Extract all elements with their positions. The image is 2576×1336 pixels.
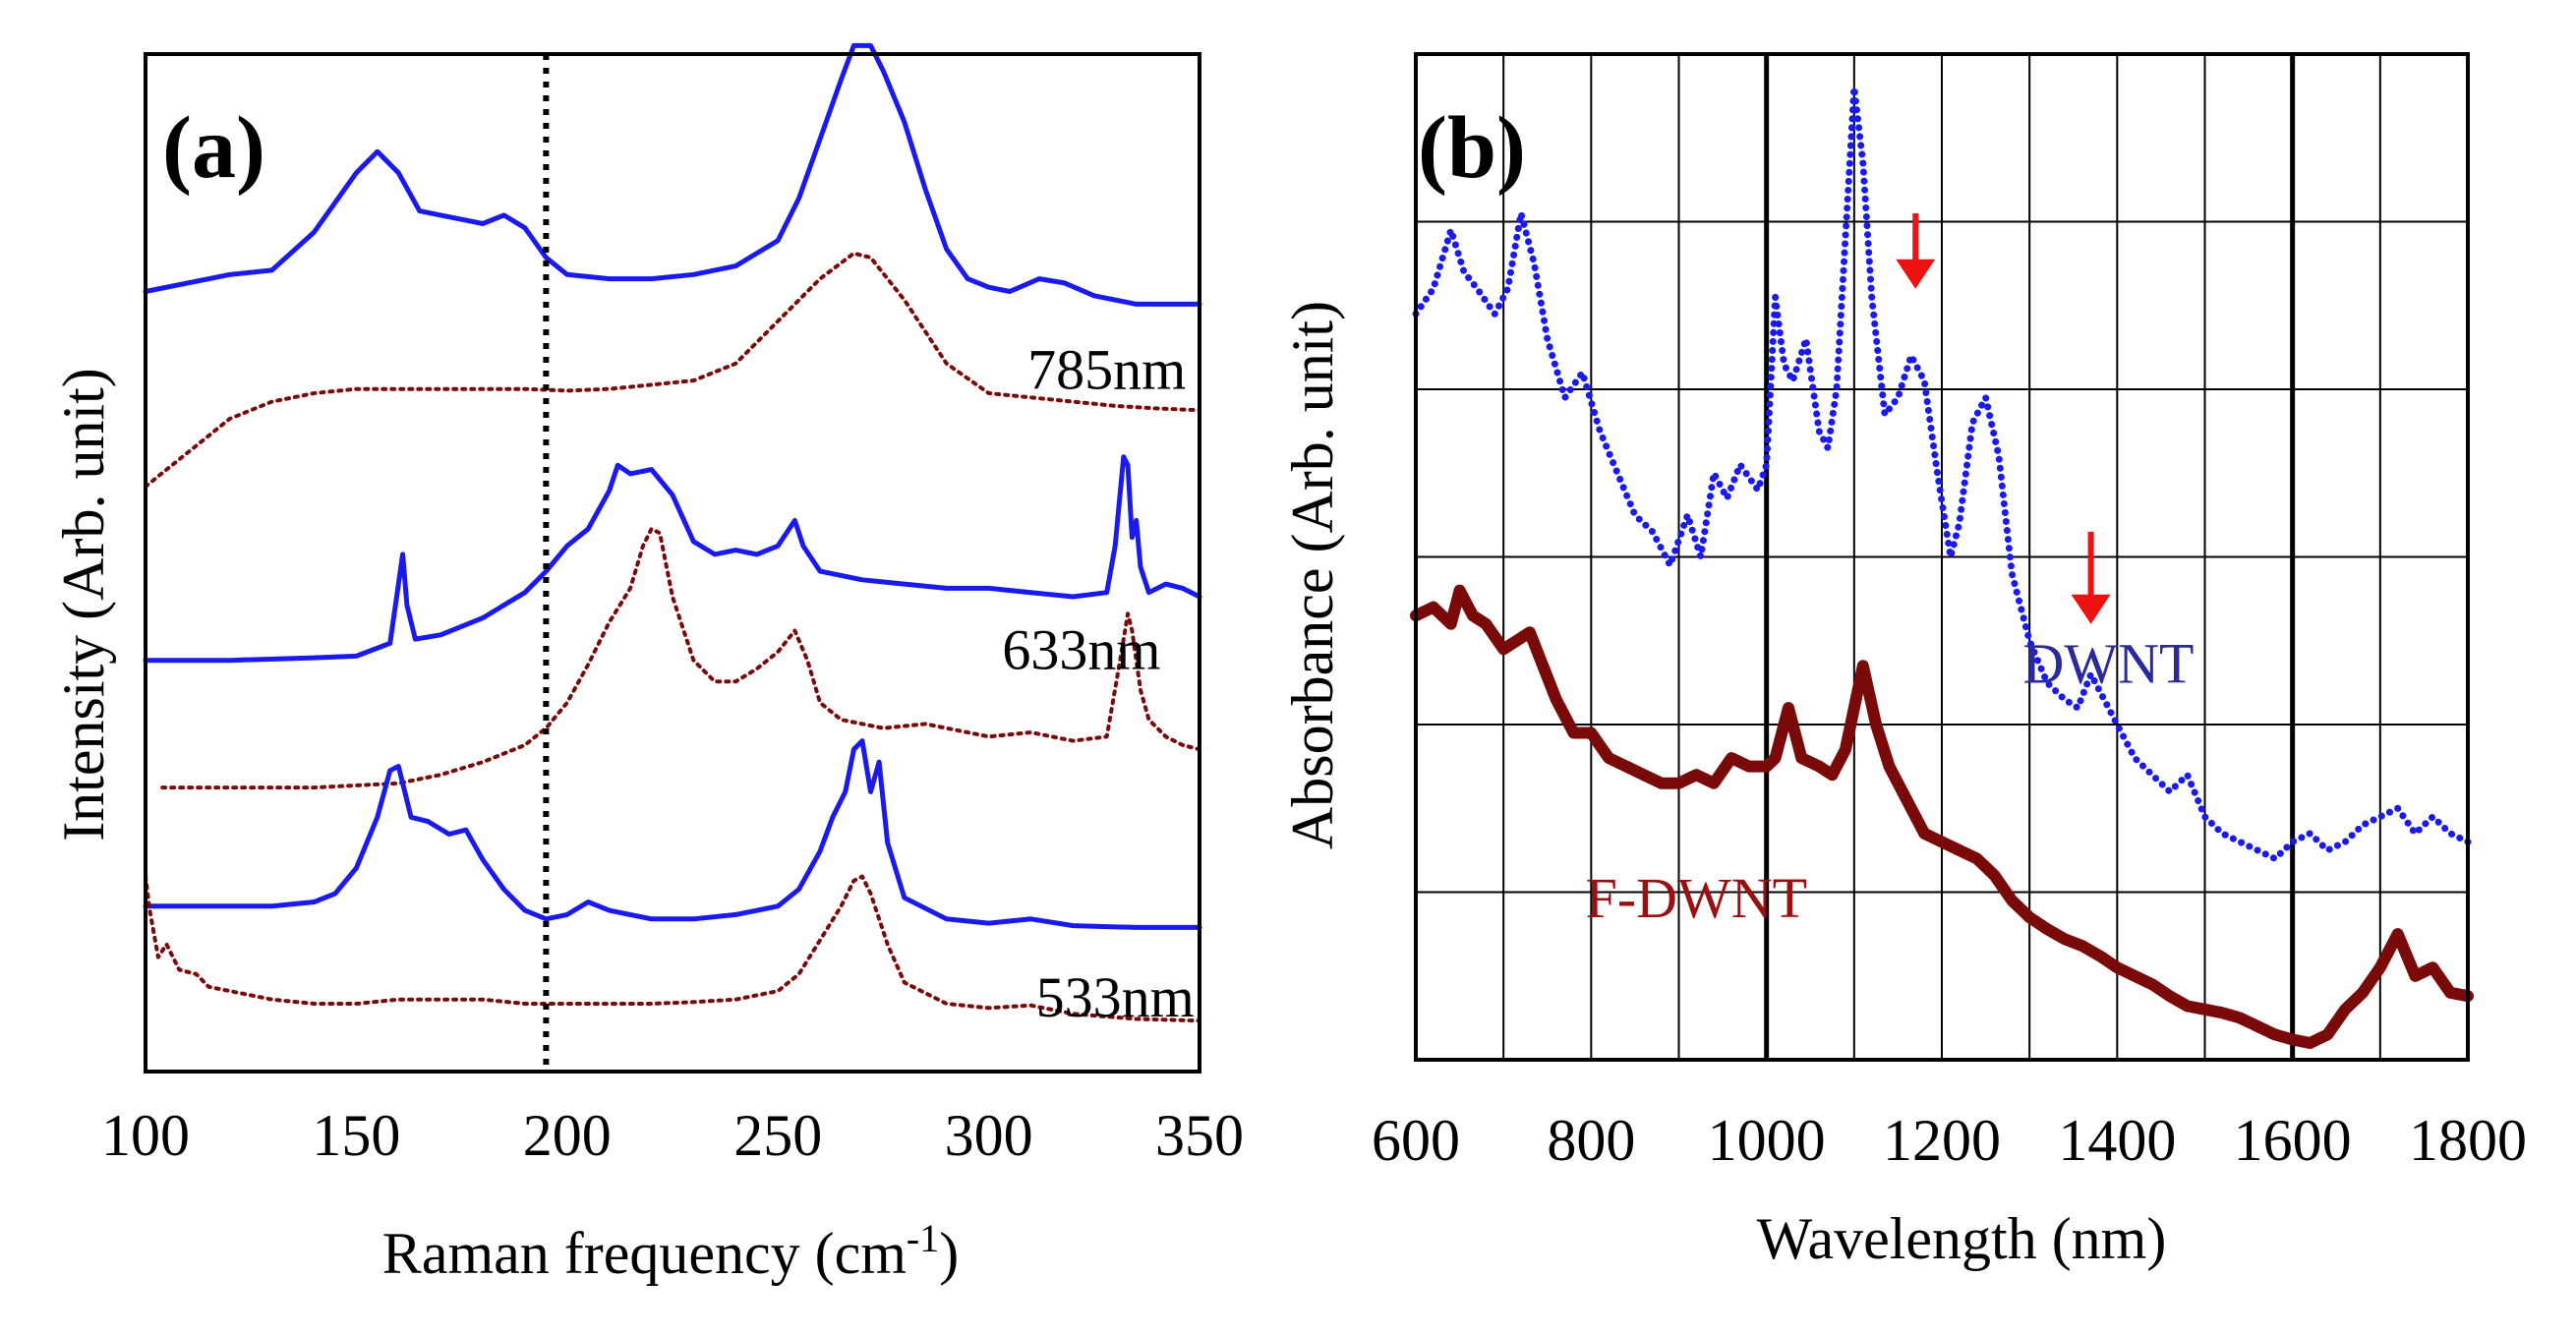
panel-b-x-ticks: 600 800 1000 1200 1400 1600 1800 xyxy=(1372,1108,2527,1173)
series-label: DWNT xyxy=(2022,631,2194,695)
series-line-dwnt-dotted xyxy=(1412,84,2472,862)
series-line-785nm-dotted xyxy=(144,251,1201,489)
panel-a-series-labels: 785nm 633nm 533nm xyxy=(1002,338,1194,1029)
panel-a-frame xyxy=(144,52,1201,1074)
x-tick-label: 100 xyxy=(101,1103,190,1168)
series-line-785nm-solid xyxy=(143,42,1202,307)
panel-a-x-axis-title-end: ) xyxy=(939,1221,959,1286)
panel-b-frame xyxy=(1414,52,2470,1062)
x-tick-label: 600 xyxy=(1372,1108,1460,1173)
series-label: 785nm xyxy=(1027,338,1186,402)
x-tick-label: 150 xyxy=(312,1103,400,1168)
panel-b-arrows xyxy=(1896,212,2111,624)
panel-a-y-axis-title: Intensity (Arb. unit) xyxy=(51,368,116,842)
x-tick-label: 1400 xyxy=(2058,1108,2176,1173)
x-tick-label: 250 xyxy=(733,1103,822,1168)
series-label: F-DWNT xyxy=(1586,866,1808,930)
x-tick-label: 1200 xyxy=(1883,1108,2001,1173)
series-label: 533nm xyxy=(1036,965,1195,1029)
panel-a-traces xyxy=(143,42,1202,1023)
series-label: 633nm xyxy=(1002,617,1160,681)
series-line-633nm-solid xyxy=(143,454,1202,664)
panel-b: (b) 600 800 1000 1200 1400 1600 1800 DWNT F-DWN… xyxy=(1280,52,2527,1271)
panel-b-grid xyxy=(1416,54,2468,1060)
x-tick-label: 200 xyxy=(523,1103,612,1168)
panel-b-series-labels: DWNT F-DWNT xyxy=(1586,631,2195,930)
arrow-head xyxy=(1896,259,1936,289)
panel-a: (a) 100 150 200 250 300 350 785nm 633nm 533nm R… xyxy=(51,42,1244,1287)
panel-a-x-axis-title: Raman frequency (cm-1) xyxy=(382,1216,959,1287)
x-tick-label: 800 xyxy=(1547,1108,1635,1173)
panel-b-traces xyxy=(1410,84,2474,1049)
panel-b-y-axis-title: Absorbance (Arb. unit) xyxy=(1280,301,1345,849)
panel-a-x-axis-title-superscript: -1 xyxy=(907,1216,939,1260)
x-tick-label: 1800 xyxy=(2409,1108,2527,1173)
panel-a-x-axis-title-main: Raman frequency (cm xyxy=(382,1221,907,1286)
x-tick-label: 300 xyxy=(945,1103,1033,1168)
panel-a-label: (a) xyxy=(162,99,265,197)
panel-b-x-axis-title: Wavelength (nm) xyxy=(1757,1206,2167,1271)
x-tick-label: 1600 xyxy=(2234,1108,2352,1173)
panel-b-label: (b) xyxy=(1418,99,1526,197)
x-tick-label: 350 xyxy=(1155,1103,1244,1168)
series-line-f-dwnt-solid xyxy=(1410,584,2474,1049)
panel-a-x-ticks: 100 150 200 250 300 350 xyxy=(101,1103,1244,1168)
series-line-533nm-dotted xyxy=(144,874,1201,1023)
series-line-633nm-dotted xyxy=(160,527,1201,790)
x-tick-label: 1000 xyxy=(1708,1108,1826,1173)
arrow-head xyxy=(2071,594,2111,624)
series-line-533nm-solid xyxy=(143,738,1202,930)
